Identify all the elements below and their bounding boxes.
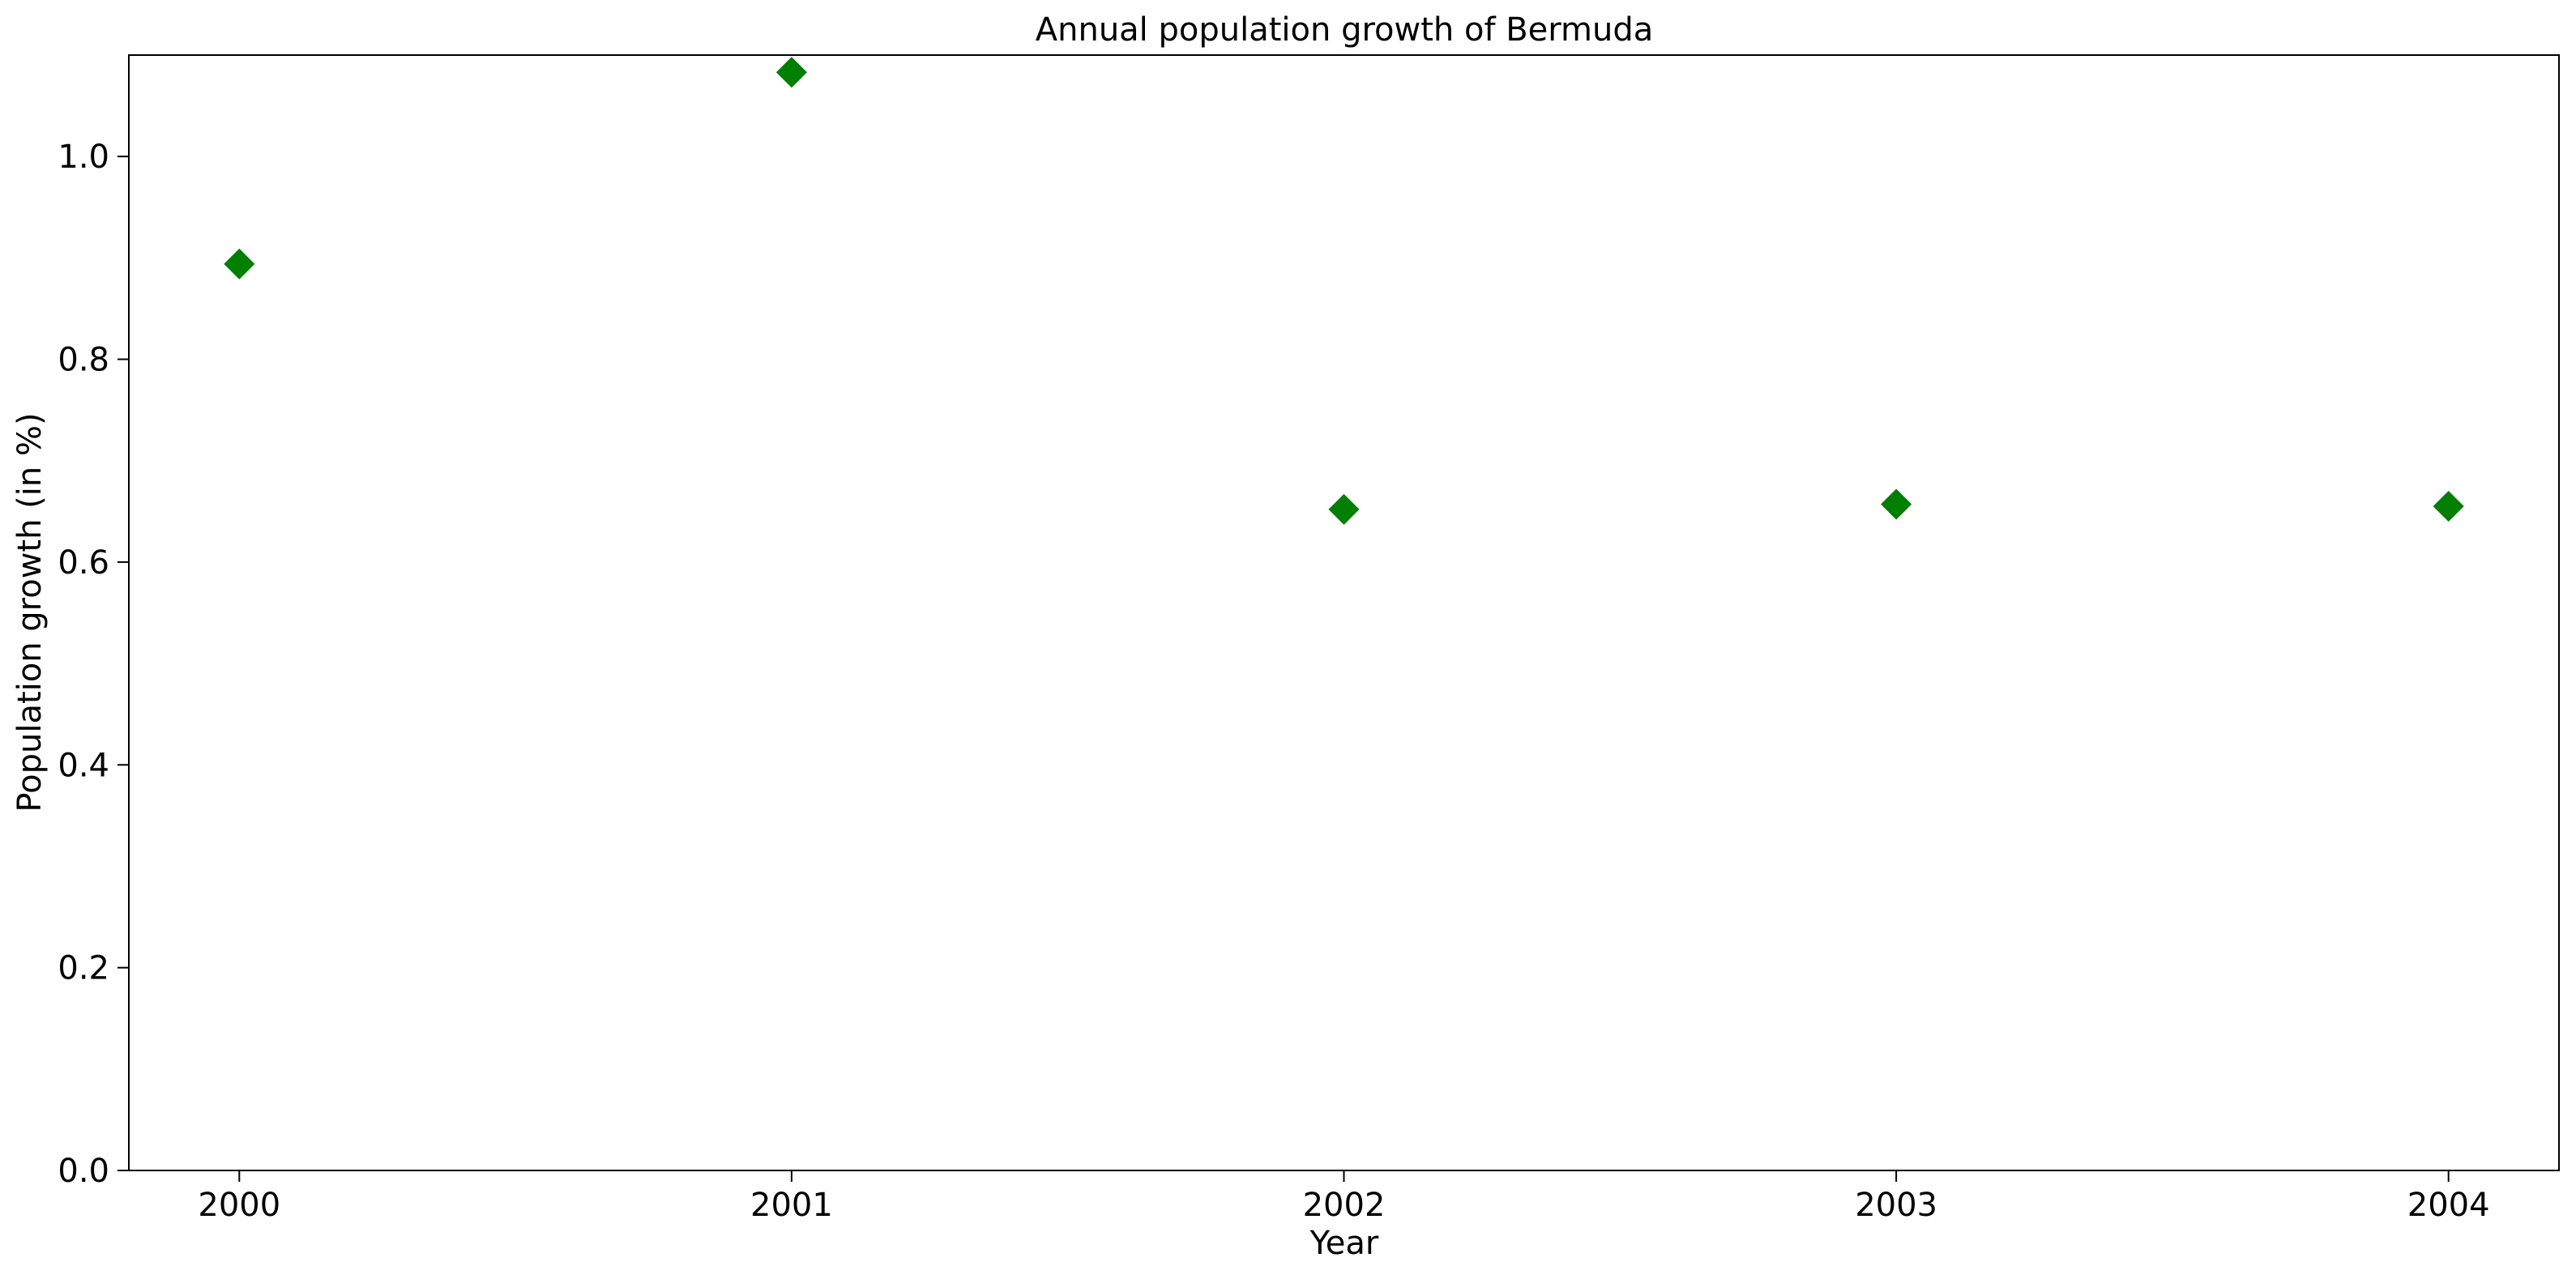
x-tick-label: 2002 bbox=[1303, 1187, 1386, 1224]
x-tick-label: 2000 bbox=[198, 1187, 280, 1224]
y-axis: 0.0 0.2 0.4 0.6 0.8 1.0 bbox=[58, 139, 129, 1190]
x-axis-label: Year bbox=[1309, 1225, 1379, 1262]
x-axis: 2000 2001 2002 2003 2004 bbox=[198, 1170, 2490, 1224]
data-point-2002 bbox=[1328, 493, 1360, 525]
y-axis-label: Population growth (in %) bbox=[11, 412, 49, 812]
y-tick-label: 0.0 bbox=[58, 1153, 109, 1190]
chart-title: Annual population growth of Bermuda bbox=[1036, 11, 1654, 49]
x-tick-label: 2001 bbox=[750, 1187, 833, 1224]
x-tick-label: 2004 bbox=[2407, 1187, 2490, 1224]
y-tick-label: 0.6 bbox=[58, 544, 109, 582]
y-tick-label: 0.2 bbox=[58, 950, 109, 987]
data-point-2001 bbox=[775, 57, 807, 88]
data-point-2003 bbox=[1881, 488, 1912, 520]
y-tick-label: 1.0 bbox=[58, 139, 109, 176]
x-tick-label: 2003 bbox=[1855, 1187, 1937, 1224]
y-tick-label: 0.4 bbox=[58, 747, 109, 784]
data-point-2000 bbox=[224, 248, 255, 279]
data-points bbox=[224, 57, 2464, 525]
y-tick-label: 0.8 bbox=[58, 342, 109, 379]
data-point-2004 bbox=[2433, 491, 2464, 522]
